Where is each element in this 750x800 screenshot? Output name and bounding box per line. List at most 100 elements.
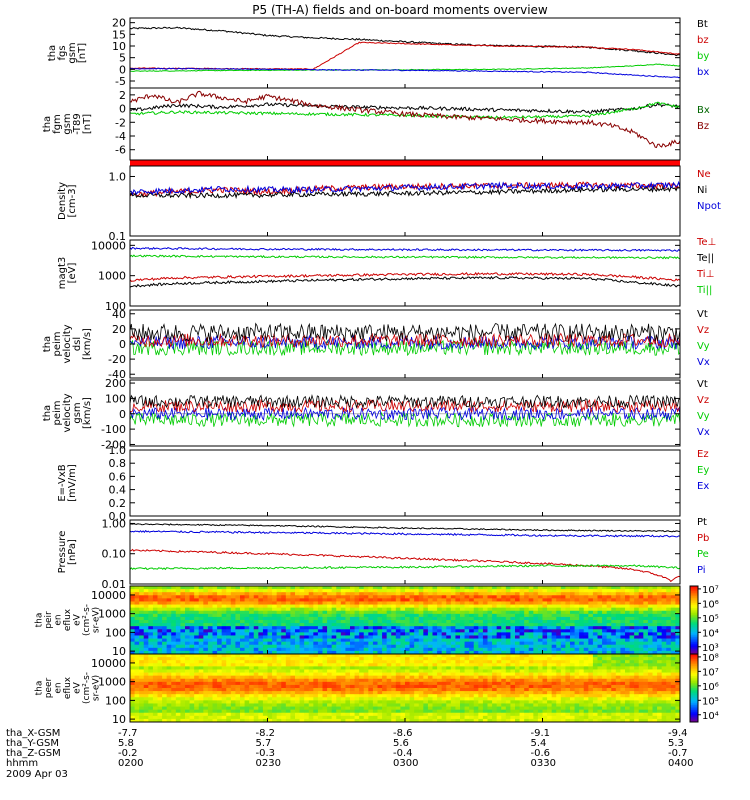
spectrogram-cell: [450, 700, 456, 704]
spectrogram-cell: [652, 592, 658, 596]
spectrogram-cell: [455, 675, 461, 680]
spectrogram-cell: [386, 706, 392, 711]
spectrogram-cell: [217, 654, 223, 658]
spectrogram-cell: [432, 613, 438, 618]
spectrogram-cell: [395, 709, 401, 714]
spectrogram-cell: [556, 626, 562, 630]
spectrogram-cell: [185, 697, 190, 701]
spectrogram-cell: [427, 616, 433, 621]
spectrogram-cell: [542, 681, 548, 686]
spectrogram-cell: [418, 688, 424, 692]
spectrogram-cell: [400, 641, 406, 646]
spectrogram-cell: [290, 641, 296, 646]
spectrogram-cell: [285, 638, 291, 643]
spectrogram-cell: [331, 650, 337, 655]
spectrogram-cell: [414, 688, 420, 692]
spectrogram-cell: [258, 712, 264, 717]
spectrogram-cell: [579, 598, 585, 602]
spectrogram-cell: [244, 623, 250, 627]
spectrogram-cell: [615, 586, 621, 590]
spectrogram-cell: [405, 644, 410, 649]
spectrogram-cell: [152, 663, 158, 667]
spectrogram-cell: [354, 610, 360, 615]
spectrogram-cell: [496, 660, 502, 664]
legend-bx: Bx: [697, 105, 710, 116]
spectrogram-cell: [405, 613, 410, 618]
spectrogram-cell: [194, 610, 200, 615]
spectrogram-cell: [629, 638, 635, 643]
spectrogram-cell: [524, 607, 530, 612]
spectrogram-cell: [524, 669, 530, 673]
y-tick-label: 100: [105, 300, 126, 313]
spectrogram-cell: [625, 647, 630, 652]
spectrogram-cell: [432, 681, 438, 686]
spectrogram-cell: [583, 613, 589, 618]
spectrogram-cell: [395, 620, 401, 624]
spectrogram-cell: [198, 629, 204, 633]
spectrogram-cell: [162, 638, 168, 643]
spectrogram-cell: [510, 650, 516, 655]
spectrogram-cell: [304, 641, 310, 646]
spectrogram-cell: [501, 700, 507, 704]
spectrogram-cell: [143, 616, 149, 621]
spectrogram-cell: [290, 718, 296, 723]
spectrogram-cell: [556, 650, 562, 655]
spectrogram-cell: [519, 613, 525, 618]
spectrogram-cell: [528, 644, 534, 649]
spectrogram-cell: [647, 623, 653, 627]
spectrogram-cell: [432, 718, 438, 723]
spectrogram-cell: [171, 641, 177, 646]
spectrogram-cell: [162, 703, 168, 707]
spectrogram-cell: [166, 657, 172, 661]
spectrogram-cell: [267, 638, 273, 643]
spectrogram-cell: [643, 629, 649, 633]
spectrogram-cell: [299, 592, 305, 596]
spectrogram-cell: [565, 598, 571, 602]
spectrogram-cell: [537, 700, 543, 704]
spectrogram-cell: [478, 613, 484, 618]
spectrogram-cell: [331, 657, 337, 661]
spectrogram-cell: [217, 607, 223, 612]
spectrogram-cell: [217, 688, 223, 692]
spectrogram-cell: [460, 641, 465, 646]
spectrogram-cell: [281, 688, 287, 692]
spectrogram-cell: [579, 638, 585, 643]
colorbar-segment: [690, 633, 698, 636]
spectrogram-cell: [189, 595, 195, 599]
spectrogram-cell: [501, 688, 507, 692]
spectrogram-cell: [437, 715, 443, 720]
spectrogram-cell: [615, 592, 621, 596]
series-vt: [130, 322, 680, 342]
spectrogram-cell: [537, 595, 543, 599]
spectrogram-cell: [152, 694, 158, 698]
spectrogram-cell: [492, 669, 498, 673]
spectrogram-cell: [391, 604, 397, 609]
spectrogram-cell: [625, 604, 630, 609]
spectrogram-cell: [345, 669, 351, 673]
spectrogram-cell: [560, 598, 566, 602]
spectrogram-cell: [519, 644, 525, 649]
spectrogram-cell: [230, 715, 236, 720]
spectrogram-cell: [299, 678, 305, 683]
spectrogram-cell: [482, 629, 488, 633]
spectrogram-cell: [382, 620, 388, 624]
spectrogram-cell: [515, 613, 520, 618]
spectrogram-cell: [230, 623, 236, 627]
spectrogram-cell: [313, 644, 319, 649]
spectrogram-cell: [327, 694, 333, 698]
spectrogram-cell: [482, 712, 488, 717]
spectrogram-cell: [134, 678, 140, 683]
spectrogram-cell: [441, 638, 447, 643]
spectrogram-cell: [405, 638, 410, 643]
spectrogram-cell: [217, 592, 223, 596]
spectrogram-cell: [450, 709, 456, 714]
spectrogram-cell: [537, 709, 543, 714]
spectrogram-cell: [212, 666, 218, 670]
spectrogram-cell: [152, 654, 158, 658]
spectrogram-cell: [331, 660, 337, 664]
spectrogram-cell: [249, 700, 255, 704]
spectrogram-cell: [281, 616, 287, 621]
spectrogram-cell: [180, 703, 186, 707]
spectrogram-cell: [515, 700, 520, 704]
spectrogram-cell: [203, 644, 209, 649]
